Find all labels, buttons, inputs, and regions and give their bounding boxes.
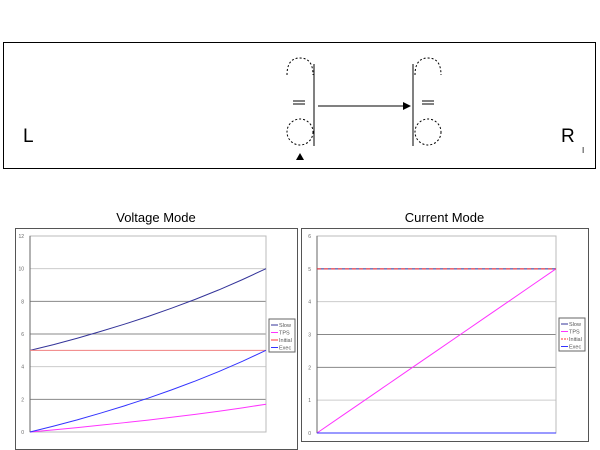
right-subscript: I <box>582 146 585 155</box>
legend-label: Initial <box>569 337 582 343</box>
legend-label: Exec <box>279 346 291 352</box>
legend-label: Exec <box>569 345 581 351</box>
circuit-diagram: L R I <box>3 42 596 169</box>
legend-label: TPS <box>569 330 580 336</box>
current-chart-title: Current Mode <box>404 210 485 225</box>
right-label: R <box>561 126 575 147</box>
series-line-exec <box>29 349 267 433</box>
pointer-triangle-icon <box>296 153 304 160</box>
series-line-slow <box>29 268 267 351</box>
series-line-tps <box>29 403 267 433</box>
voltage-chart-title: Voltage Mode <box>116 210 196 225</box>
left-element <box>286 57 315 146</box>
y-tick-label: 0 <box>21 430 24 436</box>
series-line-tps <box>316 268 557 434</box>
y-tick-label: 3 <box>308 333 311 339</box>
legend-label: TPS <box>279 331 290 337</box>
y-tick-label: 2 <box>21 397 24 403</box>
y-tick-label: 8 <box>21 299 24 305</box>
legend-label: Initial <box>279 338 292 344</box>
arrow <box>318 102 411 110</box>
y-tick-label: 0 <box>308 431 311 437</box>
y-tick-label: 6 <box>308 234 311 240</box>
right-element <box>412 57 442 146</box>
legend-label: Slow <box>569 322 581 328</box>
legend-box <box>558 317 586 352</box>
y-tick-label: 10 <box>18 267 24 273</box>
y-tick-label: 2 <box>308 365 311 371</box>
y-tick-label: 4 <box>21 365 24 371</box>
transition-diagram <box>286 57 442 160</box>
y-tick-label: 6 <box>21 332 24 338</box>
y-tick-label: 5 <box>308 267 311 273</box>
y-tick-label: 4 <box>308 300 311 306</box>
y-tick-label: 1 <box>308 398 311 404</box>
y-tick-label: 12 <box>18 234 24 240</box>
chart-frame <box>15 228 298 450</box>
left-label: L <box>23 126 34 147</box>
legend-label: Slow <box>279 323 291 329</box>
